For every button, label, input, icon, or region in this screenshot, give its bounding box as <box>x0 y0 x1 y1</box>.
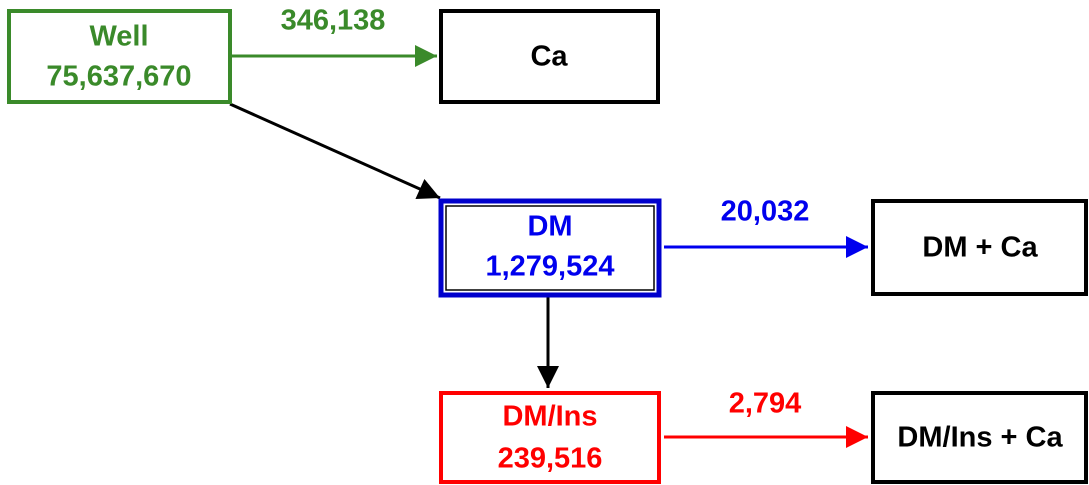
node-label: Ca <box>530 41 568 73</box>
edge-label: 2,794 <box>729 388 802 420</box>
node-box <box>7 9 232 104</box>
node-box <box>439 9 660 104</box>
node-label: DM/Ins + Ca <box>897 422 1063 454</box>
node-value: 1,279,524 <box>485 251 614 283</box>
node-label: DM + Ca <box>922 232 1038 264</box>
node-box <box>871 391 1088 484</box>
node-box <box>871 199 1088 296</box>
node-value: 75,637,670 <box>46 61 191 93</box>
node-label: Well <box>89 21 148 53</box>
node-value: 239,516 <box>498 443 603 475</box>
node-box <box>439 391 661 484</box>
arrow <box>229 102 441 200</box>
edge-label: 20,032 <box>721 196 810 228</box>
node-label: DM/Ins <box>502 401 597 433</box>
node-box <box>438 198 662 298</box>
edge-label: 346,138 <box>281 5 386 37</box>
node-inner-border <box>445 205 655 291</box>
node-label: DM <box>527 211 572 243</box>
